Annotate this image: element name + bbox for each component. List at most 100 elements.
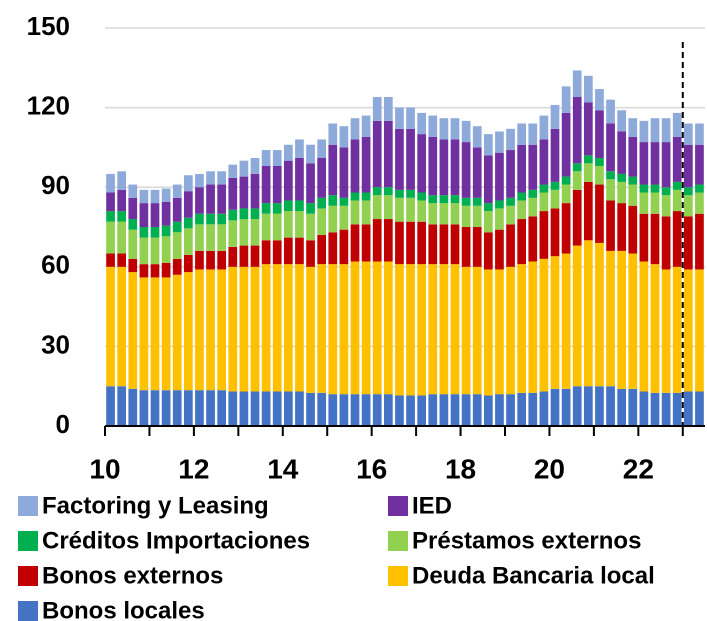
bar-segment	[117, 386, 127, 426]
bar-segment	[417, 134, 427, 193]
bar-segment	[139, 264, 149, 278]
bar-segment	[439, 139, 449, 196]
bar-segment	[428, 264, 438, 395]
bar-segment	[295, 200, 304, 212]
legend-swatch	[18, 566, 38, 586]
bar-segment	[128, 258, 138, 273]
bar-segment	[428, 394, 438, 426]
bar-segment	[672, 189, 682, 212]
legend-label: Deuda Bancaria local	[412, 562, 655, 589]
bar-segment	[483, 269, 493, 396]
bar-segment	[428, 136, 438, 196]
bar-segment	[228, 266, 238, 392]
bar-segment	[517, 144, 527, 193]
bar-segment	[106, 253, 115, 267]
bar-segment	[506, 224, 515, 267]
bar-segment	[650, 118, 660, 143]
bar-segment	[295, 139, 304, 159]
x-tick-label: 10	[89, 453, 120, 484]
bar-segment	[228, 164, 238, 178]
x-tick-label: 18	[445, 453, 476, 484]
bar-segment	[339, 229, 349, 265]
bar-segment	[583, 75, 593, 103]
bar-segment	[572, 386, 582, 426]
x-tick-label: 22	[623, 453, 654, 484]
bar-segment	[383, 219, 393, 262]
bar-segment	[272, 165, 282, 204]
bar-segment	[195, 390, 204, 426]
bar-segment	[339, 197, 349, 206]
bar-segment	[650, 192, 660, 214]
bar-segment	[183, 175, 193, 192]
bar-segment	[150, 189, 160, 204]
bar-segment	[550, 208, 560, 257]
y-tick-label: 30	[41, 329, 70, 359]
bar-segment	[395, 197, 404, 222]
bar-segment	[372, 219, 382, 262]
bar-segment	[550, 181, 560, 190]
bar-segment	[183, 217, 193, 229]
bar-segment	[161, 188, 171, 202]
bar-segment	[350, 200, 360, 225]
bar-segment	[383, 195, 393, 220]
bar-segment	[317, 197, 327, 209]
bar-segment	[439, 224, 449, 265]
bar-segment	[339, 394, 349, 426]
bar-segment	[395, 395, 404, 426]
bar-segment	[483, 232, 493, 270]
bar-segment	[283, 211, 293, 238]
bar-segment	[606, 179, 615, 201]
bar-segment	[272, 264, 282, 392]
bar-segment	[595, 165, 604, 185]
bar-segment	[439, 203, 449, 225]
bar-segment	[561, 253, 571, 389]
bar-segment	[439, 118, 449, 140]
bar-segment	[461, 120, 471, 143]
bar-segment	[250, 158, 260, 174]
bar-segment	[361, 261, 371, 395]
bar-segment	[517, 219, 527, 265]
bar-segment	[639, 120, 649, 143]
bar-segment	[439, 195, 449, 204]
bar-segment	[539, 258, 549, 392]
bar-segment	[495, 269, 504, 395]
bar-segment	[239, 176, 249, 209]
bar-segment	[606, 386, 615, 426]
bar-segment	[195, 250, 204, 270]
bar-segment	[506, 150, 515, 198]
bar-segment	[572, 70, 582, 97]
bar-segment	[583, 240, 593, 387]
bar-segment	[495, 229, 504, 270]
bar-segment	[595, 386, 604, 426]
bar-segment	[672, 136, 682, 182]
bar-segment	[583, 102, 593, 156]
bar-segment	[561, 176, 571, 185]
bar-segment	[106, 221, 115, 254]
bar-segment	[150, 264, 160, 278]
bar-segment	[272, 203, 282, 214]
bar-segment	[606, 171, 615, 180]
bar-segment	[583, 163, 593, 182]
bar-segment	[306, 144, 315, 164]
bar-segment	[339, 147, 349, 198]
bar-segment	[217, 171, 227, 185]
y-tick-label: 120	[27, 90, 70, 120]
bar-segment	[661, 269, 671, 393]
bar-segment	[639, 192, 649, 214]
bar-segment	[539, 192, 549, 212]
bar-segment	[583, 386, 593, 426]
bar-segment	[672, 392, 682, 426]
bar-segment	[683, 123, 693, 145]
bar-segment	[283, 264, 293, 392]
bar-segment	[550, 128, 560, 182]
bar-segment	[261, 240, 271, 265]
bar-segment	[339, 205, 349, 230]
y-tick-label: 60	[41, 250, 70, 280]
bar-segment	[117, 266, 127, 387]
bar-segment	[683, 195, 693, 217]
bar-segment	[172, 258, 182, 275]
bar-segment	[306, 213, 315, 241]
bar-segment	[483, 211, 493, 233]
bar-segment	[106, 211, 115, 222]
bar-segment	[417, 192, 427, 201]
